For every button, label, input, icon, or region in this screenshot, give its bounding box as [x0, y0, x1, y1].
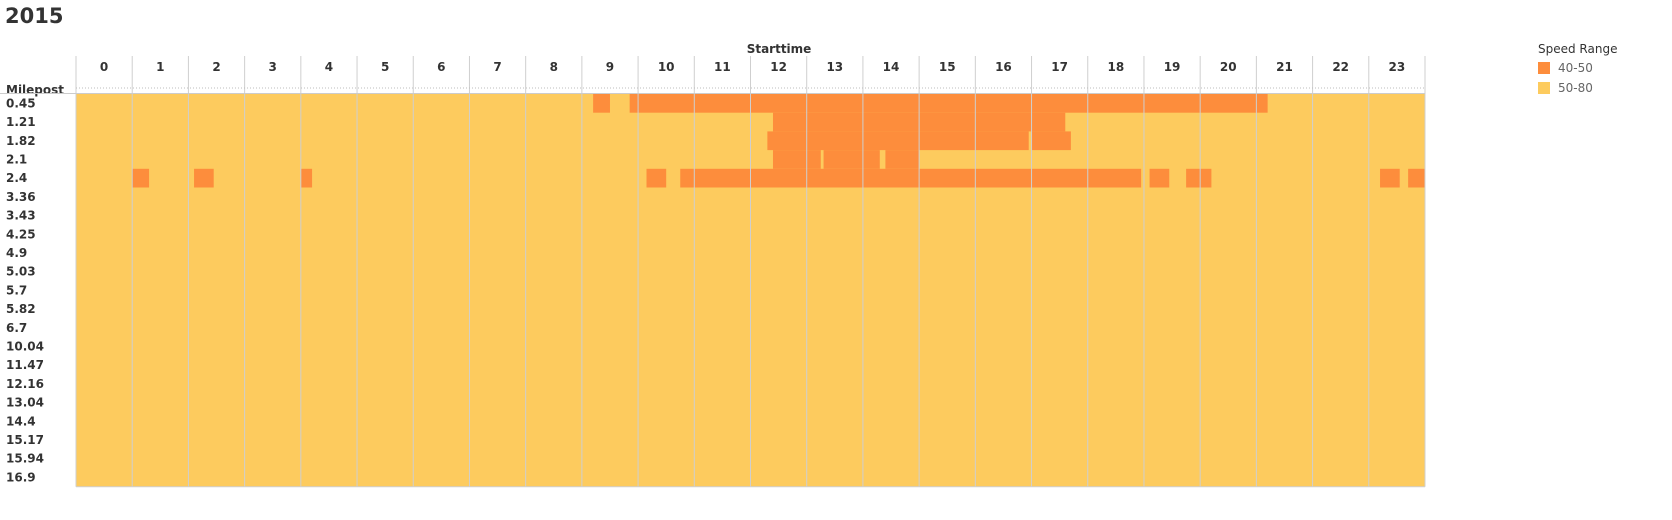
heatmap-cell-40-50 — [646, 168, 667, 188]
heatmap-cell-40-50 — [1031, 131, 1071, 151]
x-tick-label: 19 — [1164, 60, 1181, 74]
legend-item-40-50[interactable]: 40-50 — [1538, 58, 1617, 78]
x-tick-label: 23 — [1389, 60, 1406, 74]
y-tick-label: 2.1 — [6, 152, 27, 166]
x-tick-label: 9 — [606, 60, 614, 74]
legend-swatch-50-80 — [1538, 82, 1550, 94]
heatmap-cell-40-50 — [1408, 168, 1425, 188]
x-tick-label: 7 — [493, 60, 501, 74]
heatmap-cell-40-50 — [132, 168, 150, 188]
x-tick-label: 1 — [156, 60, 164, 74]
x-tick-label: 10 — [658, 60, 675, 74]
x-tick-label: 21 — [1276, 60, 1293, 74]
legend-label: 50-80 — [1558, 81, 1593, 95]
x-tick-label: 0 — [100, 60, 108, 74]
x-tick-label: 11 — [714, 60, 731, 74]
y-tick-label: 4.9 — [6, 246, 27, 260]
legend-title: Speed Range — [1538, 42, 1618, 56]
x-axis-title: Starttime — [746, 42, 812, 56]
y-tick-label: 12.16 — [6, 377, 44, 391]
x-tick-label: 16 — [995, 60, 1012, 74]
x-tick-label: 15 — [939, 60, 956, 74]
x-tick-label: 6 — [437, 60, 445, 74]
x-tick-label: 18 — [1108, 60, 1125, 74]
heatmap-cell-40-50 — [194, 168, 214, 188]
legend-swatch-40-50 — [1538, 62, 1550, 74]
y-tick-label: 11.47 — [6, 358, 44, 372]
heatmap-cell-40-50 — [680, 168, 1142, 188]
heatmap-cell-40-50 — [1380, 168, 1400, 188]
heatmap-cell-40-50 — [629, 94, 1268, 113]
x-tick-label: 12 — [770, 60, 787, 74]
x-tick-label: 3 — [269, 60, 277, 74]
heatmap-cell-40-50 — [885, 150, 920, 169]
heatmap-cell-40-50 — [772, 150, 821, 169]
y-tick-label: 5.03 — [6, 265, 36, 279]
legend-item-50-80[interactable]: 50-80 — [1538, 78, 1617, 98]
y-tick-label: 5.7 — [6, 283, 27, 297]
heatmap-plot: 0 1 2 3 4 5 6 7 8 9 10 11 12 13 14 15 16 17 18 19 20 21 22 230.… — [0, 56, 1426, 488]
y-tick-label: 1.82 — [6, 134, 36, 148]
x-tick-label: 5 — [381, 60, 389, 74]
x-tick-label: 14 — [883, 60, 900, 74]
chart-title: 2015 — [5, 4, 64, 28]
y-tick-label: 3.43 — [6, 209, 36, 223]
y-tick-label: 13.04 — [6, 396, 44, 410]
heatmap-cell-40-50 — [300, 168, 313, 188]
heatmap-cell-40-50 — [1149, 168, 1170, 188]
y-tick-label: 14.4 — [6, 414, 36, 428]
y-tick-label: 15.17 — [6, 433, 44, 447]
x-tick-label: 17 — [1051, 60, 1068, 74]
heatmap-cell-40-50 — [767, 131, 1029, 151]
x-tick-label: 8 — [550, 60, 558, 74]
x-tick-label: 22 — [1332, 60, 1349, 74]
heatmap-cell-40-50 — [593, 94, 610, 113]
legend-label: 40-50 — [1558, 61, 1593, 75]
y-tick-label: 6.7 — [6, 321, 27, 335]
y-tick-label: 15.94 — [6, 452, 44, 466]
heatmap-cell-40-50 — [1186, 168, 1212, 188]
x-tick-label: 4 — [325, 60, 333, 74]
y-tick-label: 3.36 — [6, 190, 36, 204]
y-tick-label: 5.82 — [6, 302, 36, 316]
y-tick-label: 0.45 — [6, 96, 36, 110]
heatmap-cell-40-50 — [823, 150, 880, 169]
y-tick-label: 1.21 — [6, 115, 36, 129]
legend: Speed Range 40-50 50-80 — [1538, 42, 1617, 98]
y-tick-label: 2.4 — [6, 171, 27, 185]
y-tick-label: 10.04 — [6, 339, 44, 353]
y-tick-label: 4.25 — [6, 227, 36, 241]
x-tick-label: 2 — [212, 60, 220, 74]
x-tick-label: 13 — [826, 60, 843, 74]
x-tick-label: 20 — [1220, 60, 1237, 74]
y-tick-label: 16.9 — [6, 470, 36, 484]
